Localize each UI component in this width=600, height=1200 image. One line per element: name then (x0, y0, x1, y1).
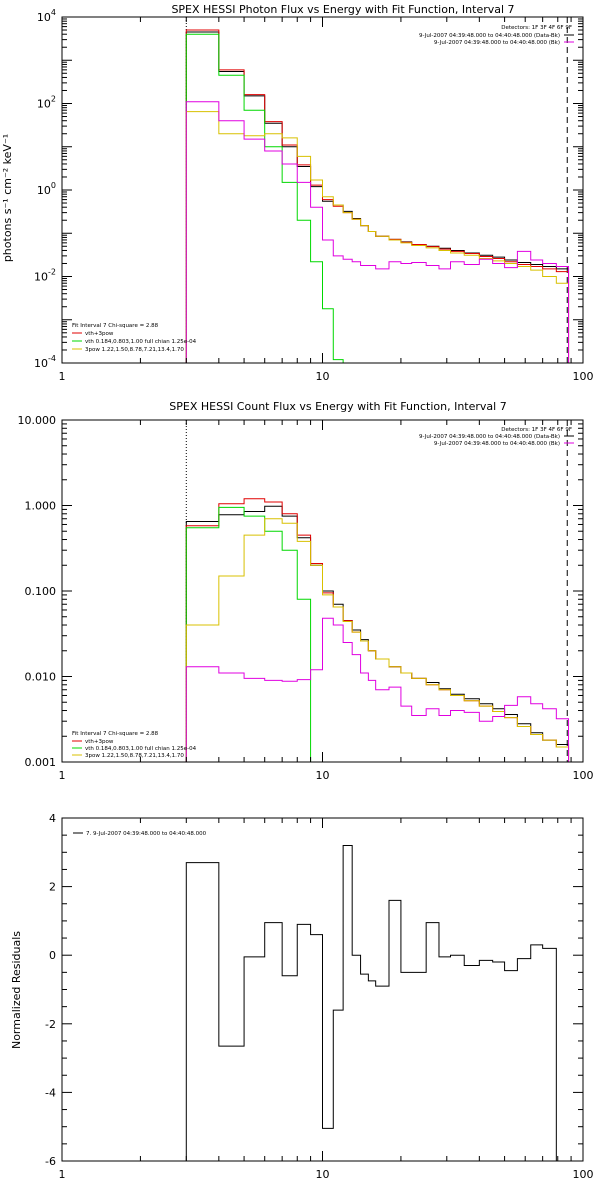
count-y-tick-label: 0.010 (25, 671, 57, 684)
residuals-y-tick-label: 0 (49, 949, 56, 962)
photon-x-tick-label: 100 (573, 370, 594, 383)
photon-y-tick-label: 100 (37, 181, 56, 197)
count-header-bk: 9-Jul-2007 04:39:48.000 to 04:40:48.000 … (434, 441, 560, 447)
photon-flux-panel: SPEX HESSI Photon Flux vs Energy with Fi… (1, 3, 594, 383)
count-chart-title: SPEX HESSI Count Flux vs Energy with Fit… (169, 400, 506, 413)
residuals-y-tick-label: -6 (45, 1155, 56, 1168)
residuals-x-tick-label: 100 (573, 1168, 594, 1181)
count-axis-ticks: 1 10 100 0.001 0.010 0.100 1.000 10.000 (18, 414, 594, 782)
count-header-data-bk: 9-Jul-2007 04:39:48.000 to 04:40:48.000 … (419, 434, 560, 440)
photon-y-tick-label: 104 (37, 8, 56, 24)
residuals-y-tick-label: 2 (49, 881, 56, 894)
residuals-series-residual (185, 844, 569, 1162)
photon-series-group (185, 17, 570, 364)
count-header: Detectors: 1F 3F 4F 6F 9F 9-Jul-2007 04:… (419, 427, 574, 447)
photon-y-axis-label: photons s⁻¹ cm⁻² keV⁻¹ (1, 134, 14, 262)
count-y-tick-label: 0.100 (25, 585, 57, 598)
photon-header-data-bk: 9-Jul-2007 04:39:48.000 to 04:40:48.000 … (419, 33, 560, 39)
count-legend: Fit Interval 7 Chi-square = 2.88 vth+3po… (72, 731, 197, 759)
residuals-x-tick-label: 10 (316, 1168, 330, 1181)
photon-series-bk (185, 101, 570, 363)
photon-header-detectors: Detectors: 1F 3F 4F 6F 9F (501, 25, 572, 31)
count-x-tick-label: 1 (59, 769, 66, 782)
photon-legend-item-0: vth+3pow (85, 331, 114, 337)
photon-header: Detectors: 1F 3F 4F 6F 9F 9-Jul-2007 04:… (419, 25, 574, 46)
photon-series-3pow (185, 111, 570, 363)
residuals-y-tick-label: 4 (49, 812, 56, 825)
residuals-y-tick-label: -2 (45, 1018, 56, 1031)
residuals-legend-item-0: 7. 9-Jul-2007 04:39:48.000 to 04:40:48.0… (86, 831, 207, 837)
photon-y-tick-label: 10-4 (34, 354, 56, 370)
count-series-group (185, 420, 570, 763)
count-plot-frame (61, 419, 584, 763)
count-legend-item-2: 3pow 1.22,1.50,8.78,7.21,13.4,1.70 (85, 753, 184, 759)
photon-legend-item-1: vth 0.184,0.803,1.00 full chian 1.25e-04 (85, 339, 197, 345)
residuals-plot-frame (61, 817, 584, 1162)
count-y-tick-label: 1.000 (25, 500, 57, 513)
photon-series-vth (185, 33, 569, 364)
photon-chart-title: SPEX HESSI Photon Flux vs Energy with Fi… (171, 3, 514, 16)
photon-y-tick-label: 10-2 (34, 268, 56, 284)
photon-legend: Fit Interval 7 Chi-square = 2.88 vth+3po… (72, 323, 197, 353)
count-series-3pow (185, 518, 570, 762)
photon-header-bk: 9-Jul-2007 04:39:48.000 to 04:40:48.000 … (434, 40, 560, 46)
photon-x-tick-label: 10 (316, 370, 330, 383)
photon-legend-header: Fit Interval 7 Chi-square = 2.88 (72, 323, 159, 329)
photon-axis-ticks: 1 10 100 10-4 10-2 100 102 104 (34, 8, 593, 383)
residuals-axis-ticks: 1 10 100 4 2 0 -2 -4 -6 (45, 812, 593, 1181)
count-y-tick-label: 10.000 (18, 414, 57, 427)
count-flux-panel: SPEX HESSI Count Flux vs Energy with Fit… (18, 400, 594, 782)
photon-y-tick-label: 102 (37, 95, 56, 111)
residuals-panel: Normalized Residuals 1 10 100 4 2 0 -2 -4 -6 7. … (10, 812, 594, 1181)
residuals-y-axis-label: Normalized Residuals (10, 931, 23, 1049)
count-legend-header: Fit Interval 7 Chi-square = 2.88 (72, 731, 159, 737)
count-series-bk (185, 617, 570, 762)
residuals-legend: 7. 9-Jul-2007 04:39:48.000 to 04:40:48.0… (73, 831, 207, 837)
count-y-tick-label: 0.001 (25, 756, 57, 769)
residuals-y-tick-label: -4 (45, 1086, 56, 1099)
photon-legend-item-2: 3pow 1.22,1.50,8.78,7.21,13.4,1.70 (85, 347, 184, 353)
residuals-x-tick-label: 1 (59, 1168, 66, 1181)
count-x-tick-label: 10 (316, 769, 330, 782)
count-x-tick-label: 100 (573, 769, 594, 782)
residuals-series-group (185, 844, 569, 1162)
count-legend-item-1: vth 0.184,0.803,1.00 full chian 1.25e-04 (85, 746, 197, 752)
photon-plot-frame (61, 16, 584, 364)
count-header-detectors: Detectors: 1F 3F 4F 6F 9F (501, 427, 572, 433)
count-legend-item-0: vth+3pow (85, 739, 114, 745)
photon-x-tick-label: 1 (59, 370, 66, 383)
